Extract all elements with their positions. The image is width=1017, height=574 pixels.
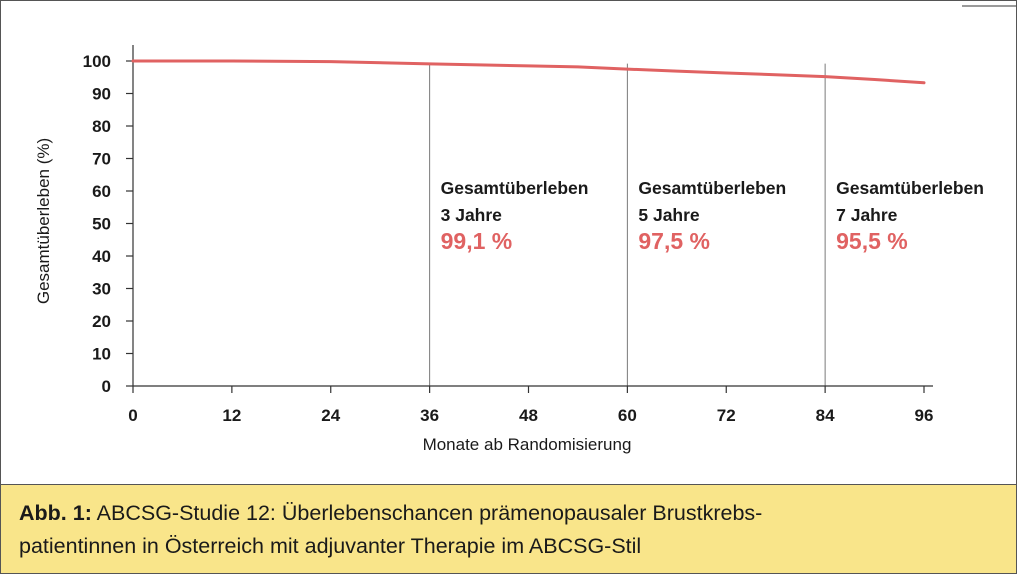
caption-text-line2: patientinnen in Österreich mit adjuvante…	[19, 534, 642, 558]
x-axis-label: Monate ab Randomisierung	[423, 435, 632, 454]
y-tick-label: 0	[102, 377, 111, 396]
y-tick-label: 40	[92, 247, 111, 266]
x-tick-label: 12	[222, 406, 241, 425]
y-tick-label: 80	[92, 117, 111, 136]
annotation-period-0: 3 Jahre	[441, 205, 503, 225]
y-tick-label: 20	[92, 312, 111, 331]
annotation-value-2: 95,5 %	[836, 228, 908, 254]
x-tick-label: 36	[420, 406, 439, 425]
x-tick-label: 0	[128, 406, 137, 425]
y-tick-label: 70	[92, 150, 111, 169]
survival-chart: 0 10 20 30 40 50 60 70 80 90 100 0 12 24 36 48 60 72 84 96 M…	[34, 45, 984, 454]
annotation-period-2: 7 Jahre	[836, 205, 898, 225]
series-line-0	[131, 59, 926, 85]
y-tick-label: 50	[92, 215, 111, 234]
y-tick-label: 30	[92, 280, 111, 299]
x-tick-label: 24	[321, 406, 340, 425]
annotation-period-1: 5 Jahre	[638, 205, 700, 225]
y-tick-label: 100	[83, 52, 111, 71]
annotation-title-2: Gesamtüberleben	[836, 178, 984, 198]
annotation-value-1: 97,5 %	[638, 228, 710, 254]
y-tick-label: 10	[92, 345, 111, 364]
corner-decoration	[962, 1, 1016, 7]
caption-label: Abb. 1:	[19, 501, 92, 525]
x-tick-label: 96	[915, 406, 934, 425]
y-tick-label: 60	[92, 182, 111, 201]
annotation-value-0: 99,1 %	[441, 228, 513, 254]
y-axis-label: Gesamtüberleben (%)	[34, 138, 53, 304]
x-tick-label: 84	[816, 406, 835, 425]
x-tick-label: 72	[717, 406, 736, 425]
caption-text: ABCSG-Studie 12: Überlebenschancen präme…	[91, 501, 763, 525]
y-tick-label: 90	[92, 85, 111, 104]
x-tick-label: 48	[519, 406, 538, 425]
annotation-title-1: Gesamtüberleben	[638, 178, 786, 198]
figure-caption: Abb. 1: ABCSG-Studie 12: Überlebenschanc…	[1, 484, 1016, 573]
x-tick-label: 60	[618, 406, 637, 425]
annotation-title-0: Gesamtüberleben	[441, 178, 589, 198]
